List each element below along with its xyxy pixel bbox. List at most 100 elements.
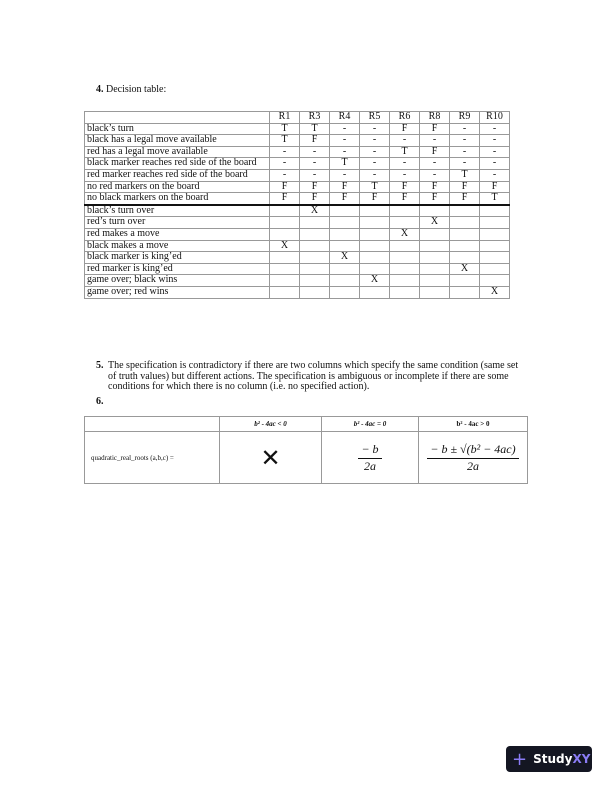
condition-label: black has a legal move available bbox=[84, 134, 270, 147]
condition-cell: F bbox=[269, 192, 300, 206]
condition-cell: - bbox=[359, 122, 390, 136]
condition-cell: - bbox=[479, 157, 510, 170]
action-cell bbox=[449, 251, 480, 264]
condition-cell: - bbox=[329, 122, 360, 136]
condition-row: black’s turn T T - - F F - - bbox=[84, 122, 510, 136]
action-row: red’s turn over X bbox=[84, 216, 510, 229]
action-cell bbox=[299, 285, 330, 299]
condition-cell: F bbox=[299, 192, 330, 206]
condition-cell: - bbox=[479, 145, 510, 159]
condition-label: no black markers on the board bbox=[84, 192, 270, 206]
condition-cell: F bbox=[389, 180, 420, 194]
rule-header: R4 bbox=[329, 111, 360, 124]
condition-row: black marker reaches red side of the boa… bbox=[84, 157, 510, 170]
action-cell: X bbox=[359, 274, 390, 287]
action-cell bbox=[419, 227, 450, 241]
action-row: red makes a move X bbox=[84, 227, 510, 241]
action-cell: X bbox=[299, 204, 330, 218]
action-cell bbox=[479, 251, 510, 264]
condition-label: red has a legal move available bbox=[84, 145, 270, 159]
condition-cell: - bbox=[389, 157, 420, 170]
action-row: game over; black wins X bbox=[84, 274, 510, 287]
header-discriminant-positive: b² - 4ac > 0 bbox=[418, 416, 528, 432]
condition-cell: - bbox=[359, 168, 390, 182]
condition-cell: - bbox=[359, 157, 390, 170]
action-cell bbox=[419, 239, 450, 253]
condition-cell: T bbox=[269, 134, 300, 147]
action-cell bbox=[359, 262, 390, 276]
rule-header: R8 bbox=[419, 111, 450, 124]
condition-cell: T bbox=[359, 180, 390, 194]
condition-cell: - bbox=[329, 134, 360, 147]
action-cell bbox=[269, 285, 300, 299]
action-cell bbox=[269, 274, 300, 287]
condition-label: black marker reaches red side of the boa… bbox=[84, 157, 270, 170]
action-cell: X bbox=[389, 227, 420, 241]
action-cell bbox=[389, 216, 420, 229]
action-cell bbox=[269, 216, 300, 229]
action-cell bbox=[479, 216, 510, 229]
decision-table: R1 R3 R4 R5 R6 R8 R9 R10 black’s turn T T - - F F - - bla… bbox=[84, 111, 510, 299]
condition-cell: F bbox=[359, 192, 390, 206]
condition-cell: - bbox=[269, 168, 300, 182]
action-row: black’s turn over X bbox=[84, 204, 510, 218]
action-cell bbox=[299, 262, 330, 276]
action-cell bbox=[299, 239, 330, 253]
rule-header: R10 bbox=[479, 111, 510, 124]
condition-cell: F bbox=[449, 180, 480, 194]
condition-cell: F bbox=[299, 180, 330, 194]
condition-cell: T bbox=[329, 157, 360, 170]
empty-header bbox=[84, 111, 270, 124]
condition-cell: - bbox=[419, 134, 450, 147]
brand-text: StudyXY bbox=[533, 752, 591, 766]
condition-cell: - bbox=[299, 168, 330, 182]
condition-cell: - bbox=[299, 157, 330, 170]
condition-cell: T bbox=[479, 192, 510, 206]
action-cell bbox=[419, 204, 450, 218]
condition-cell: F bbox=[269, 180, 300, 194]
action-cell bbox=[389, 239, 420, 253]
action-row: black marker is king’ed X bbox=[84, 251, 510, 264]
no-roots-cross-icon: ✕ bbox=[219, 431, 322, 484]
condition-cell: - bbox=[449, 122, 480, 136]
condition-row: no black markers on the board F F F F F F F T bbox=[84, 192, 510, 206]
condition-cell: F bbox=[479, 180, 510, 194]
action-cell bbox=[269, 227, 300, 241]
condition-cell: - bbox=[269, 145, 300, 159]
action-cell bbox=[449, 216, 480, 229]
question-6-heading: 6. bbox=[96, 396, 104, 407]
action-cell bbox=[329, 274, 360, 287]
action-cell: X bbox=[479, 285, 510, 299]
action-cell bbox=[389, 204, 420, 218]
action-cell: X bbox=[269, 239, 300, 253]
action-cell bbox=[359, 251, 390, 264]
condition-cell: T bbox=[449, 168, 480, 182]
condition-cell: F bbox=[449, 192, 480, 206]
action-label: red’s turn over bbox=[84, 216, 270, 229]
condition-cell: F bbox=[329, 180, 360, 194]
rule-header: R9 bbox=[449, 111, 480, 124]
action-cell: X bbox=[449, 262, 480, 276]
studyxy-logo: + StudyXY bbox=[506, 746, 592, 772]
action-cell bbox=[329, 204, 360, 218]
action-cell bbox=[449, 239, 480, 253]
header-discriminant-zero: b² - 4ac = 0 bbox=[321, 416, 419, 432]
condition-cell: F bbox=[389, 192, 420, 206]
action-cell bbox=[479, 262, 510, 276]
action-cell bbox=[299, 274, 330, 287]
condition-cell: - bbox=[449, 145, 480, 159]
action-cell bbox=[329, 285, 360, 299]
condition-cell: T bbox=[299, 122, 330, 136]
plus-icon: + bbox=[512, 748, 528, 770]
action-cell: X bbox=[329, 251, 360, 264]
condition-cell: - bbox=[359, 134, 390, 147]
condition-cell: - bbox=[419, 168, 450, 182]
action-cell bbox=[299, 216, 330, 229]
action-label: black’s turn over bbox=[84, 204, 270, 218]
single-root-formula: − b 2a bbox=[321, 431, 419, 484]
action-cell bbox=[419, 251, 450, 264]
action-cell bbox=[419, 274, 450, 287]
condition-cell: - bbox=[359, 145, 390, 159]
condition-row: black has a legal move available T F - - - - - - bbox=[84, 134, 510, 147]
condition-cell: F bbox=[419, 192, 450, 206]
